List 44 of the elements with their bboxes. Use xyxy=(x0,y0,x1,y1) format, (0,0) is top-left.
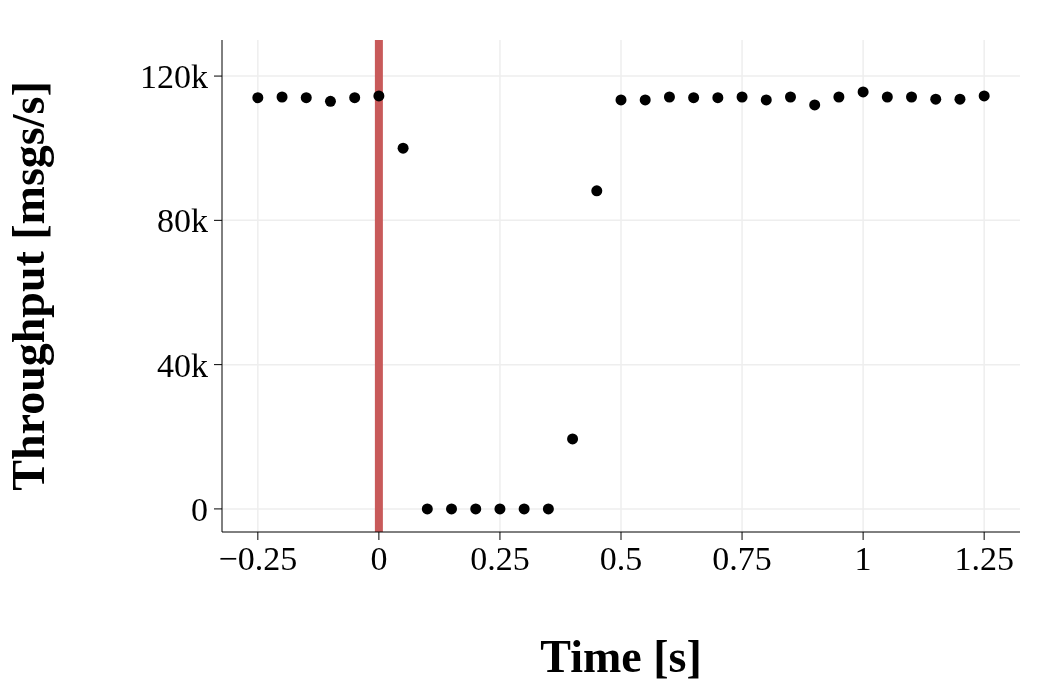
x-tick-label: 0.75 xyxy=(712,540,772,578)
point xyxy=(349,92,361,104)
y-tick-label: 40k xyxy=(157,346,208,384)
point xyxy=(930,93,942,105)
x-tick-label: 1 xyxy=(854,540,872,578)
x-tick-label: 1.25 xyxy=(954,540,1014,578)
point xyxy=(567,433,579,445)
point xyxy=(833,91,845,103)
x-axis-title: Time [s] xyxy=(540,631,702,682)
point xyxy=(954,93,966,105)
point xyxy=(760,94,772,106)
point xyxy=(736,91,748,103)
point xyxy=(663,91,675,103)
point xyxy=(881,91,893,103)
point xyxy=(470,503,482,515)
point xyxy=(591,185,603,197)
point xyxy=(639,94,651,106)
y-axis-title: Throughput [msgs/s] xyxy=(3,81,55,491)
point xyxy=(688,92,700,104)
point xyxy=(373,90,385,102)
y-tick-label: 120k xyxy=(140,58,208,96)
point xyxy=(324,95,336,107)
point xyxy=(276,91,288,103)
point xyxy=(421,503,433,515)
y-tick-label: 0 xyxy=(191,490,208,528)
point xyxy=(615,94,627,106)
point xyxy=(397,142,409,154)
point xyxy=(978,90,990,102)
point xyxy=(446,503,458,515)
point xyxy=(906,91,918,103)
point xyxy=(518,503,530,515)
point xyxy=(300,92,312,104)
y-tick-label: 80k xyxy=(157,202,208,240)
point xyxy=(494,503,506,515)
x-tick-label: 0.25 xyxy=(470,540,530,578)
x-tick-label: −0.25 xyxy=(218,540,298,578)
point xyxy=(712,92,724,104)
point xyxy=(252,92,264,104)
x-tick-label: 0 xyxy=(370,540,388,578)
point xyxy=(809,99,821,111)
point xyxy=(857,86,869,98)
point xyxy=(784,91,796,103)
point xyxy=(542,503,554,515)
x-tick-label: 0.5 xyxy=(599,540,643,578)
